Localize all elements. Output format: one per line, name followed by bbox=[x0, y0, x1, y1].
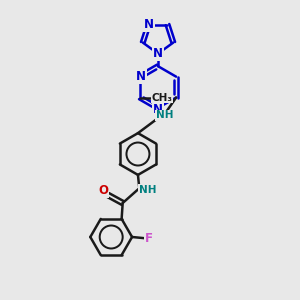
Text: O: O bbox=[98, 184, 108, 197]
Text: NH: NH bbox=[156, 110, 173, 121]
Text: N: N bbox=[144, 18, 154, 31]
Text: CH₃: CH₃ bbox=[152, 92, 173, 103]
Text: F: F bbox=[145, 232, 153, 245]
Text: N: N bbox=[153, 47, 163, 60]
Text: N: N bbox=[153, 103, 163, 116]
Text: N: N bbox=[136, 70, 146, 83]
Text: NH: NH bbox=[139, 184, 156, 195]
